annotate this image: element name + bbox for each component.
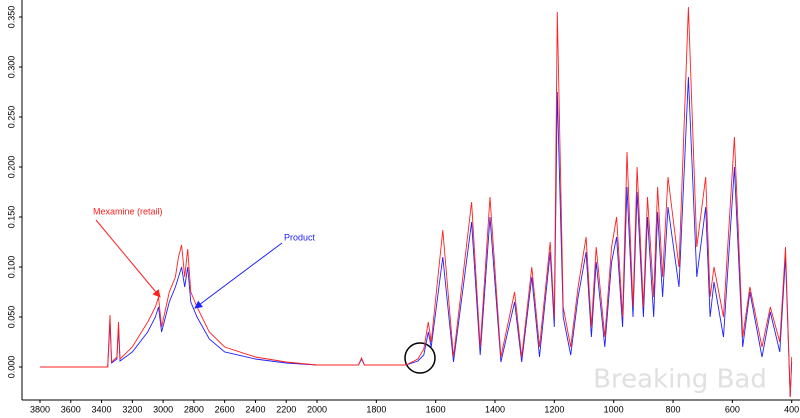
annotation: Mexamine (retail)	[93, 206, 163, 216]
x-tick-label: 1000	[604, 404, 624, 414]
y-tick-label: 0.200	[6, 156, 16, 179]
x-tick-label: 3000	[153, 404, 173, 414]
x-tick-label: 1400	[485, 404, 505, 414]
watermark: Breaking Bad	[593, 365, 767, 395]
x-tick-label: 3200	[122, 404, 142, 414]
y-tick-label: 0.100	[6, 256, 16, 279]
x-tick-label: 400	[784, 404, 799, 414]
annotation-arrow	[95, 219, 161, 298]
x-tick-label: 1800	[366, 404, 386, 414]
y-tick-label: 0.300	[6, 56, 16, 79]
x-tick-label: 2200	[276, 404, 296, 414]
y-tick-label: 0.350	[6, 6, 16, 29]
x-tick-label: 3600	[61, 404, 81, 414]
x-tick-label: 3400	[92, 404, 112, 414]
x-tick-label: 2000	[307, 404, 327, 414]
spectrum-line	[40, 76, 793, 398]
x-tick-label: 2800	[184, 404, 204, 414]
y-tick-label: 0.000	[6, 356, 16, 379]
annotation-arrow	[194, 242, 283, 309]
annotation: Product	[284, 232, 316, 242]
x-tick-label: 3800	[30, 404, 50, 414]
y-tick-label: 0.150	[6, 206, 16, 229]
x-tick-label: 600	[725, 404, 740, 414]
spectrum-line	[40, 6, 793, 398]
x-tick-label: 1200	[544, 404, 564, 414]
highlight-circle	[404, 342, 436, 374]
x-tick-label: 800	[666, 404, 681, 414]
x-tick-label: 1600	[426, 404, 446, 414]
x-tick-label: 2600	[215, 404, 235, 414]
y-tick-label: 0.250	[6, 106, 16, 129]
y-tick-label: 0.050	[6, 306, 16, 329]
x-tick-label: 2400	[245, 404, 265, 414]
